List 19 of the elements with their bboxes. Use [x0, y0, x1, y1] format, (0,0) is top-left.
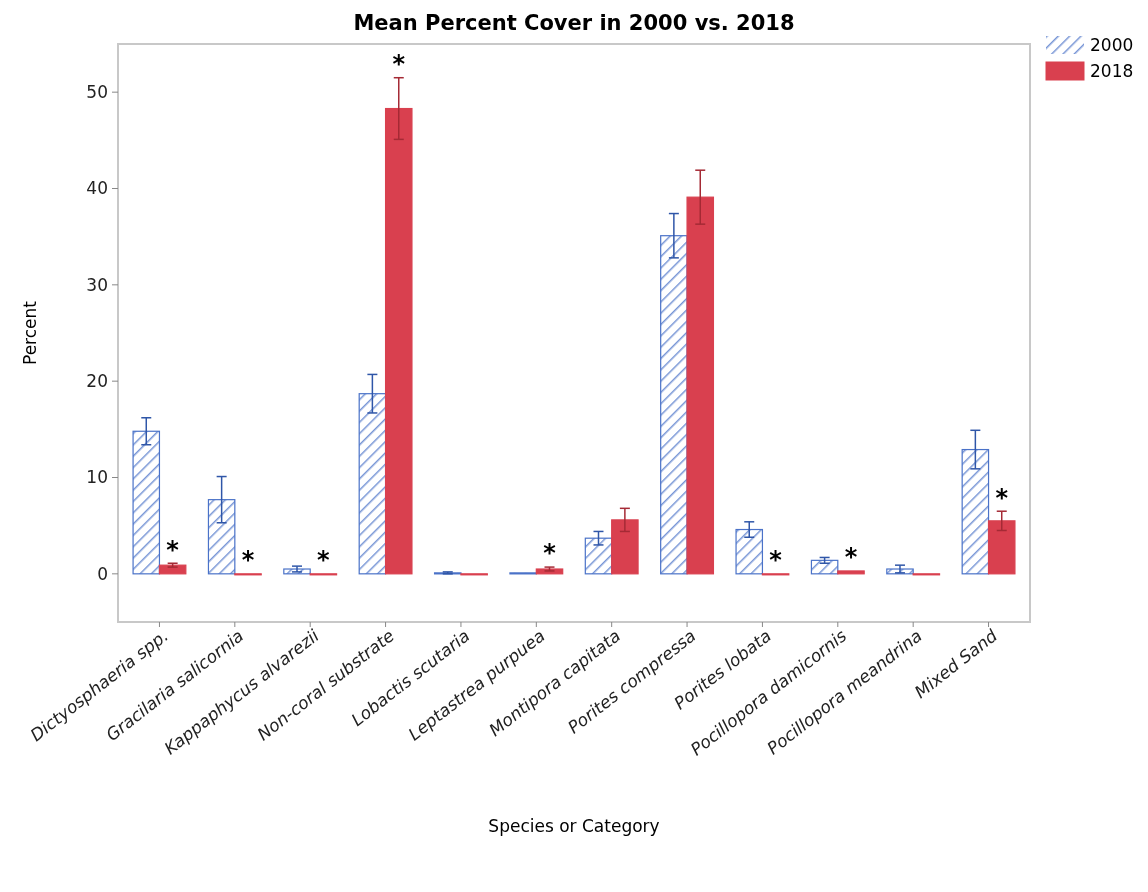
y-tick-label: 10 — [86, 467, 108, 488]
y-tick-label: 20 — [86, 371, 108, 392]
legend-label: 2000 — [1090, 34, 1134, 55]
y-tick-label: 30 — [86, 274, 108, 295]
annotation: * — [166, 535, 180, 564]
y-axis-title: Percent — [20, 300, 40, 365]
chart-title: Mean Percent Cover in 2000 vs. 2018 — [353, 11, 795, 35]
y-tick-label: 50 — [86, 82, 108, 103]
annotation: * — [317, 546, 331, 575]
annotation: * — [241, 546, 255, 575]
annotation: * — [543, 539, 557, 568]
y-tick-label: 0 — [97, 563, 108, 584]
legend-label: 2018 — [1090, 60, 1134, 81]
annotation: * — [769, 546, 783, 575]
y-tick-label: 40 — [86, 178, 108, 199]
annotation: * — [844, 543, 858, 572]
annotation: * — [995, 483, 1009, 512]
annotation: * — [392, 50, 406, 79]
x-axis-title: Species or Category — [488, 816, 660, 836]
